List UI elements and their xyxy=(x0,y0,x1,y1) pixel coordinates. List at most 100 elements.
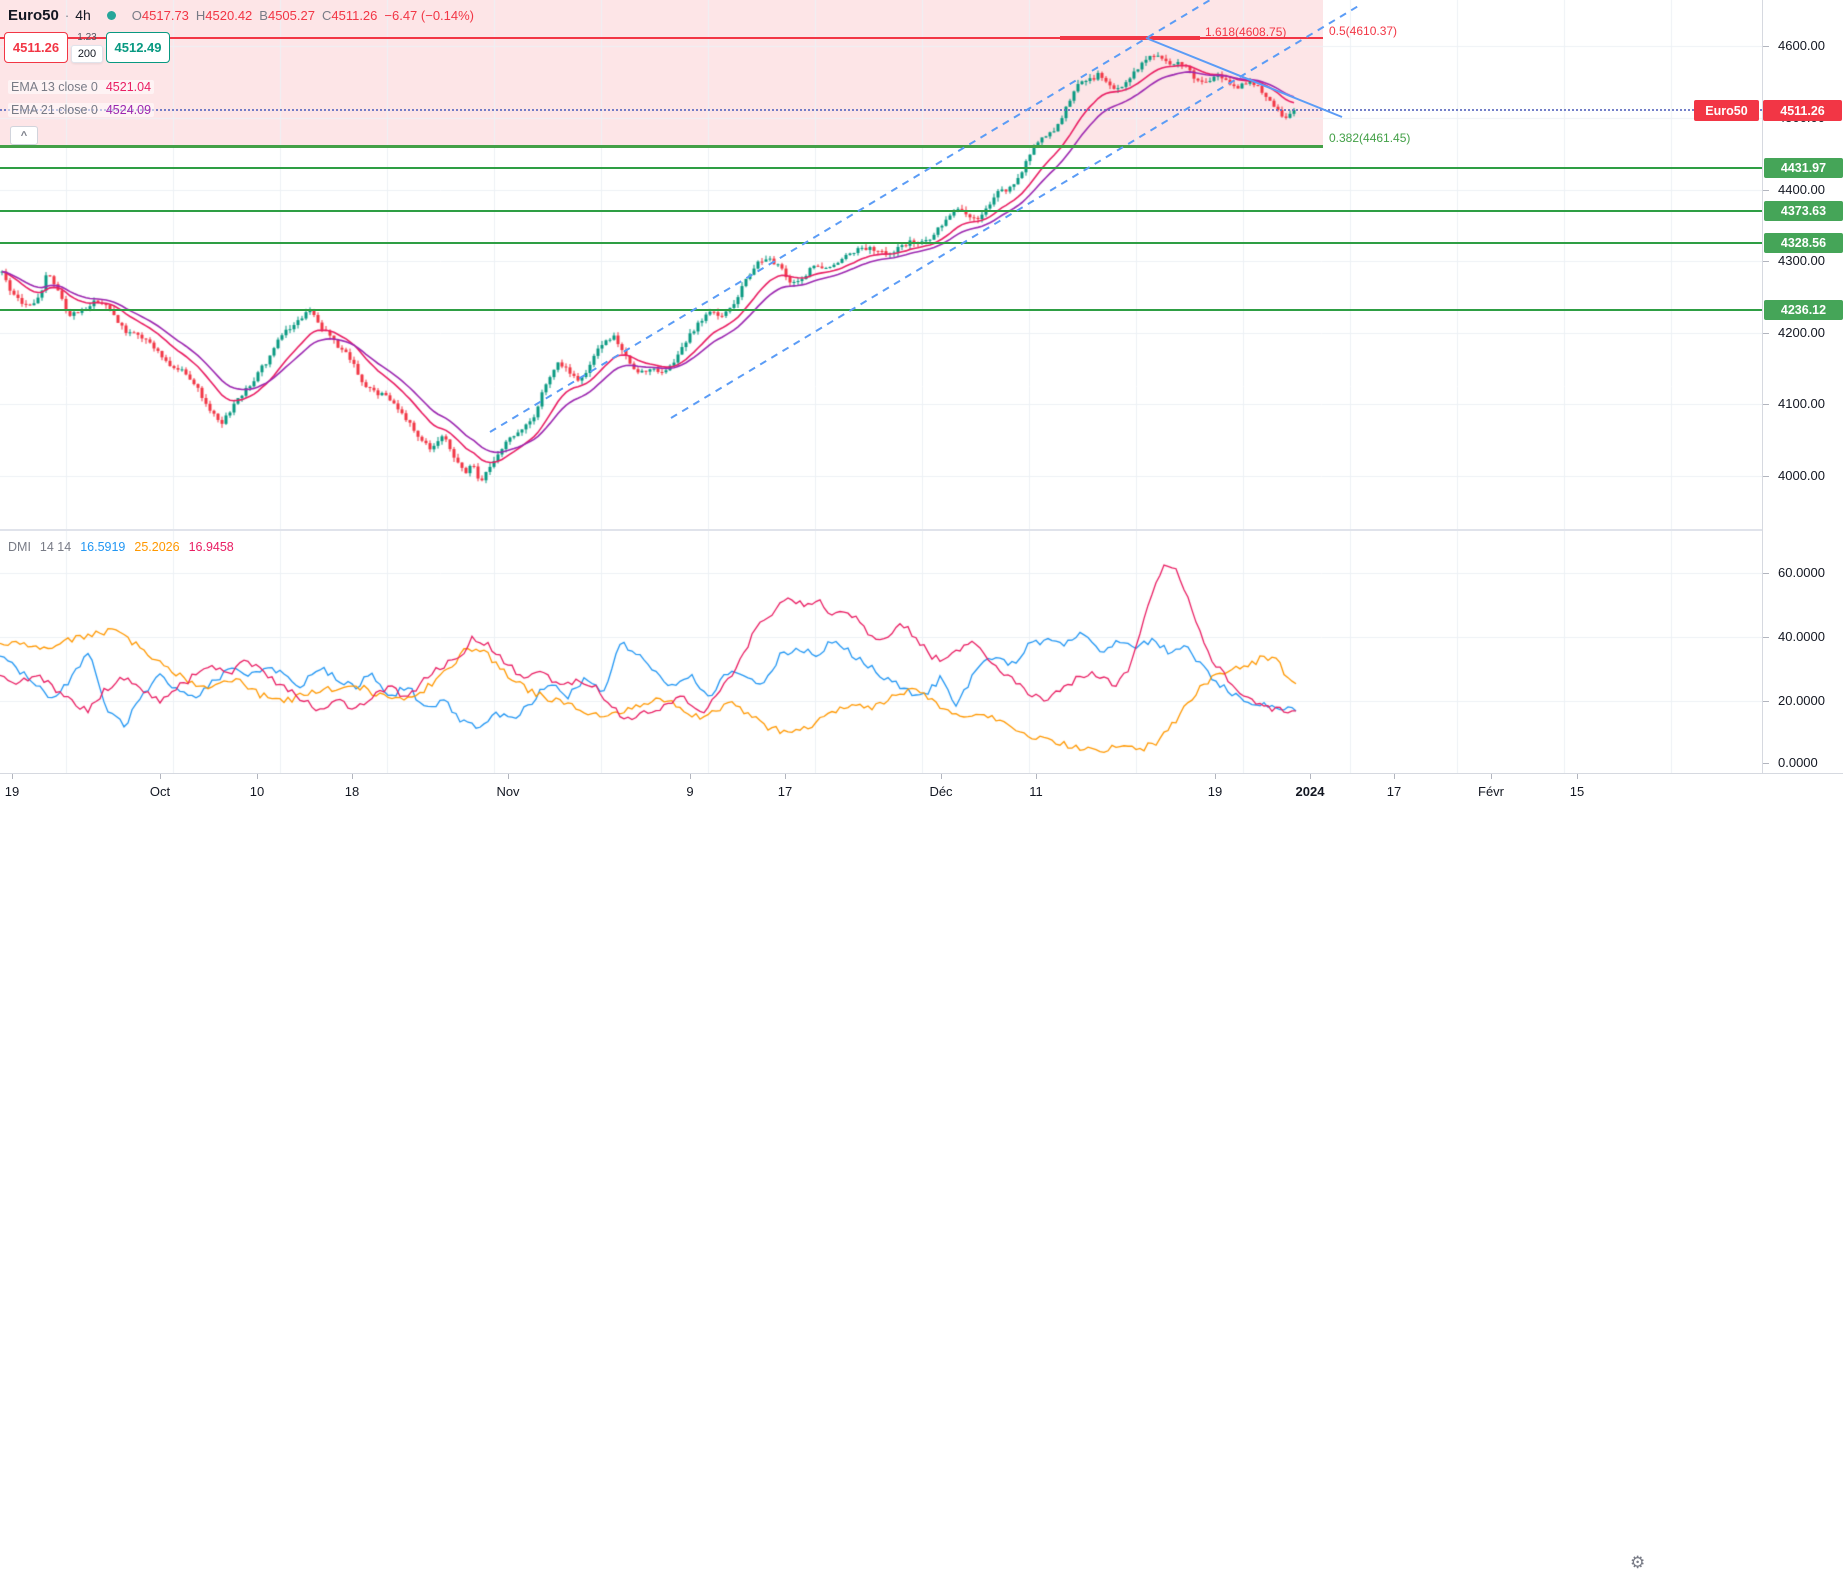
price-axis-tick xyxy=(1763,404,1769,405)
chart-legend: Euro50 · 4h O4517.73 H4520.42 B4505.27 C… xyxy=(8,5,474,25)
ema21-value: 4524.09 xyxy=(105,103,152,117)
time-axis-tick xyxy=(1310,774,1311,779)
price-axis-label: 4000.00 xyxy=(1778,468,1825,483)
support-line-4328.56[interactable] xyxy=(0,242,1762,244)
dmi-params: 14 14 xyxy=(39,540,72,554)
low-value: 4505.27 xyxy=(267,7,315,23)
fib-0.5-line[interactable] xyxy=(0,37,1323,39)
time-axis-label-19: 19 xyxy=(1207,784,1223,799)
symbol-price-badge: Euro50 xyxy=(1694,100,1759,121)
time-axis-tick xyxy=(1491,774,1492,779)
time-axis-tick xyxy=(257,774,258,779)
time-axis[interactable]: ⚙ 19 Oct 10 18 Nov 9 17 Déc 11 19 2024 17 Févr 15 xyxy=(0,773,1843,1573)
trendline-channel-upper[interactable] xyxy=(489,0,1250,433)
fib-0.382-line[interactable] xyxy=(0,145,1323,148)
price-axis-label: 40.0000 xyxy=(1778,629,1825,644)
fib-label-0.382(4461.45): 0.382(4461.45) xyxy=(1329,131,1411,145)
open-label: O xyxy=(131,7,142,23)
price-and-dmi-canvas[interactable] xyxy=(0,0,1762,773)
last-price-dotted-line[interactable] xyxy=(0,109,1762,111)
ema21-label: EMA 21 close 0 xyxy=(11,103,98,117)
time-axis-tick xyxy=(508,774,509,779)
price-level-badge-4431.97: 4431.97 xyxy=(1764,158,1843,178)
fib-1.618-line-thick[interactable] xyxy=(1060,36,1200,40)
price-axis-label: 20.0000 xyxy=(1778,693,1825,708)
support-line-4373.63[interactable] xyxy=(0,210,1762,212)
high-label: H xyxy=(195,7,206,23)
time-axis-tick xyxy=(941,774,942,779)
dmi-legend-row[interactable]: DMI 14 14 16.5919 25.2026 16.9458 xyxy=(8,540,234,554)
time-axis-label-10: 10 xyxy=(249,784,265,799)
time-axis-label-Oct: Oct xyxy=(149,784,171,799)
sell-button[interactable]: 4511.26 xyxy=(4,32,68,63)
time-axis-tick xyxy=(1394,774,1395,779)
collapse-legend-button[interactable]: ^ xyxy=(10,126,38,145)
time-axis-tick xyxy=(1215,774,1216,779)
time-axis-tick xyxy=(12,774,13,779)
price-level-badge-4236.12: 4236.12 xyxy=(1764,300,1843,320)
pane-separator[interactable] xyxy=(0,529,1762,531)
spread-quantity-widget: 1.23 200 xyxy=(68,32,106,63)
price-axis-label: 4400.00 xyxy=(1778,182,1825,197)
price-axis-tick xyxy=(1763,261,1769,262)
price-axis-tick xyxy=(1763,46,1769,47)
price-axis-label: 60.0000 xyxy=(1778,565,1825,580)
time-axis-label-17: 17 xyxy=(777,784,793,799)
price-axis-label: 0.0000 xyxy=(1778,755,1818,770)
dmi-minus-di-value: 16.9458 xyxy=(188,540,234,554)
time-axis-label-9: 9 xyxy=(686,784,694,799)
dmi-plus-di-value: 16.5919 xyxy=(80,540,126,554)
time-axis-tick xyxy=(690,774,691,779)
price-axis-tick xyxy=(1763,190,1769,191)
price-level-badge-4328.56: 4328.56 xyxy=(1764,233,1843,253)
buy-button[interactable]: 4512.49 xyxy=(106,32,170,63)
title-separator: · xyxy=(64,7,70,23)
time-axis-tick xyxy=(785,774,786,779)
ema21-legend-row[interactable]: EMA 21 close 0 4524.09 xyxy=(8,103,155,117)
high-value: 4520.42 xyxy=(205,7,253,23)
quantity-field[interactable]: 200 xyxy=(71,45,103,63)
time-axis-label-2024: 2024 xyxy=(1295,784,1325,799)
close-value: 4511.26 xyxy=(331,7,378,23)
price-axis[interactable]: 4600.004500.004400.004300.004200.004100.… xyxy=(1762,0,1843,773)
price-axis-tick xyxy=(1763,701,1769,702)
time-axis-label-Févr: Févr xyxy=(1478,784,1504,799)
market-status-icon[interactable] xyxy=(106,10,116,20)
fib-label-1.618(4608.75): 1.618(4608.75) xyxy=(1205,25,1287,39)
time-axis-tick xyxy=(1036,774,1037,779)
fib-label-0.5(4610.37): 0.5(4610.37) xyxy=(1329,24,1398,38)
timeframe-label[interactable]: 4h xyxy=(75,7,91,23)
price-axis-tick xyxy=(1763,763,1769,764)
time-axis-tick xyxy=(352,774,353,779)
time-axis-label-15: 15 xyxy=(1569,784,1585,799)
price-axis-tick xyxy=(1763,637,1769,638)
spread-value: 1.23 xyxy=(77,32,97,43)
price-axis-label: 4300.00 xyxy=(1778,253,1825,268)
change-value: −6.47 (−0.14%) xyxy=(384,7,475,23)
trendline-breakdown-line[interactable] xyxy=(1145,37,1343,118)
price-level-badge-4373.63: 4373.63 xyxy=(1764,201,1843,221)
price-axis-tick xyxy=(1763,333,1769,334)
symbol-title[interactable]: Euro50 xyxy=(8,6,59,24)
trendlines-overlay xyxy=(489,0,1361,433)
time-axis-label-11: 11 xyxy=(1029,784,1043,799)
ema13-legend-row[interactable]: EMA 13 close 0 4521.04 xyxy=(8,80,155,94)
dmi-adx-value: 25.2026 xyxy=(134,540,180,554)
last-price-badge: 4511.26 xyxy=(1763,100,1842,121)
open-value: 4517.73 xyxy=(141,7,189,23)
support-line-4236.12[interactable] xyxy=(0,309,1762,311)
price-axis-label: 4600.00 xyxy=(1778,38,1825,53)
price-axis-label: 4100.00 xyxy=(1778,396,1825,411)
timezone-settings-gear-icon[interactable]: ⚙ xyxy=(1630,1553,1646,1573)
time-axis-tick xyxy=(160,774,161,779)
time-axis-label-Déc: Déc xyxy=(929,784,953,799)
support-line-4431.97[interactable] xyxy=(0,167,1762,169)
price-axis-tick xyxy=(1763,573,1769,574)
time-axis-tick xyxy=(1577,774,1578,779)
low-label: B xyxy=(259,7,268,23)
trendline-channel-lower[interactable] xyxy=(670,4,1361,419)
ohlc-values: O4517.73 H4520.42 B4505.27 C4511.26 −6.4… xyxy=(132,8,474,23)
time-axis-label-18: 18 xyxy=(344,784,360,799)
time-axis-label-Nov: Nov xyxy=(496,784,520,799)
